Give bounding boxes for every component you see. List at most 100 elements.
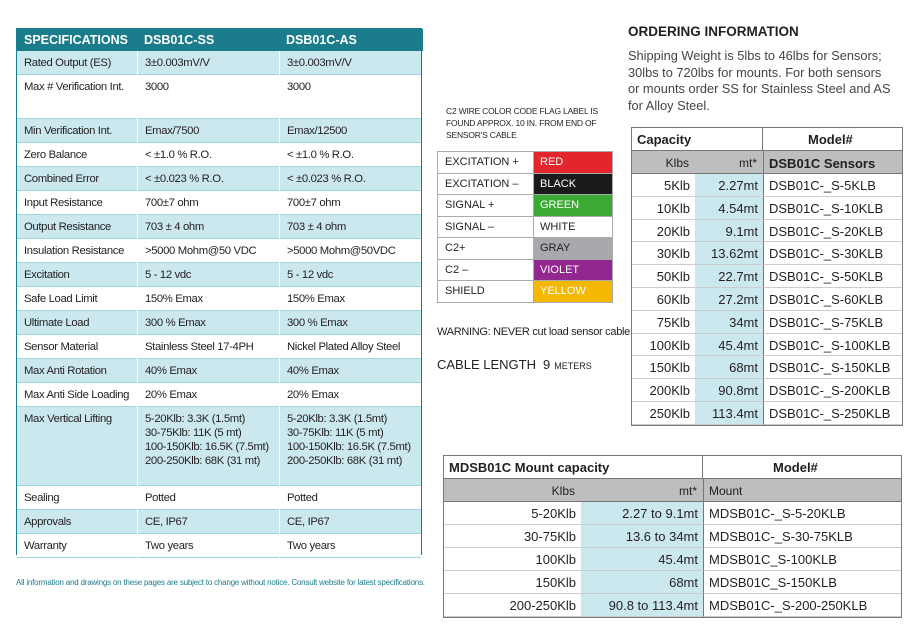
capacity-value: 13.62mt	[695, 242, 763, 266]
spec-value: < ±0.023 % R.O.	[279, 167, 423, 191]
table-subheader: Klbs	[632, 151, 695, 174]
footnote: All information and drawings on these pa…	[16, 578, 425, 587]
capacity-value: 30-75Klb	[444, 525, 581, 548]
order-table: MDSB01C Mount capacity Model# Klbs mt* Mount…	[443, 455, 902, 618]
spec-header: SPECIFICATIONS	[17, 29, 137, 51]
wire-signal: SIGNAL +	[438, 195, 534, 217]
capacity-value: 200-250Klb	[444, 594, 581, 617]
spec-row	[17, 51, 421, 75]
capacity-value: 27.2mt	[695, 288, 763, 311]
spec-value: < ±1.0 % R.O.	[279, 143, 423, 167]
table-subheader: mt*	[695, 151, 763, 174]
wire-color: GREEN	[534, 195, 612, 217]
spec-label: Input Resistance	[24, 197, 103, 209]
wire-table: EXCITATION + RED EXCITATION – BLACK SIGNAL +…	[437, 151, 613, 303]
spec-value: 703 ± 4 ohm	[137, 215, 279, 239]
model-number: MDSB01C-_S-30-75KLB	[703, 525, 901, 548]
cell-line: 200-250Klb: 68K (31 mt)	[145, 455, 261, 467]
spec-value: 20% Emax	[137, 383, 279, 407]
capacity-value: 2.27 to 9.1mt	[581, 502, 703, 525]
capacity-value: 4.54mt	[695, 196, 763, 220]
cable-length: CABLE LENGTH 9 METERS	[437, 356, 592, 374]
spec-label: Combined Error	[24, 173, 99, 185]
wire-color: GRAY	[534, 238, 612, 260]
model-number: MDSB01C-_S-5-20KLB	[703, 502, 901, 525]
capacity-value: 2.27mt	[695, 174, 763, 197]
spec-value: 703 ± 4 ohm	[279, 215, 423, 239]
capacity-value: 60Klb	[632, 288, 695, 311]
model-number: DSB01C-_S-75KLB	[763, 310, 902, 334]
capacity-value: 200Klb	[632, 379, 695, 402]
spec-label: Rated Output (ES)	[24, 57, 111, 69]
cell-line: 5-20Klb: 3.3K (1.5mt)	[287, 413, 388, 425]
spec-value: Two years	[279, 534, 423, 558]
capacity-value: 50Klb	[632, 265, 695, 288]
model-number: DSB01C-_S-5KLB	[763, 174, 902, 197]
spec-label: Max Anti Side Loading	[24, 389, 130, 401]
capacity-value: 5-20Klb	[444, 502, 581, 525]
capacity-value: 100Klb	[632, 333, 695, 357]
capacity-value: 68mt	[581, 571, 703, 594]
spec-value: 40% Emax	[279, 359, 423, 383]
wire-caption: C2 WIRE COLOR CODE FLAG LABEL IS FOUND A…	[446, 106, 598, 140]
spec-row	[17, 143, 421, 167]
spec-value: Emax/12500	[279, 119, 423, 143]
table-subheader: DSB01C Sensors	[763, 151, 902, 174]
spec-value: Nickel Plated Alloy Steel	[279, 335, 423, 359]
spec-label: Output Resistance	[24, 221, 111, 233]
spec-value: >5000 Mohm@50VDC	[279, 239, 423, 263]
spec-row	[17, 215, 421, 239]
spec-value: 5-20Klb: 3.3K (1.5mt) 30-75Klb: 11K (5 mt…	[137, 407, 279, 486]
spec-row	[17, 287, 421, 311]
capacity-value: 90.8mt	[695, 379, 763, 402]
spec-label: Warranty	[24, 540, 67, 552]
spec-row	[17, 383, 421, 407]
spec-value: 150% Emax	[279, 287, 423, 311]
cell-line: 30-75Klb: 11K (5 mt)	[145, 427, 242, 439]
model-number: MDSB01C_S-150KLB	[703, 571, 901, 594]
table-subheader: mt*	[581, 479, 703, 502]
spec-value: CE, IP67	[279, 510, 423, 534]
table-header: Capacity	[632, 128, 763, 151]
wire-color: BLACK	[534, 173, 612, 195]
cell-line: 100-150Klb: 16.5K (7.5mt)	[287, 441, 411, 453]
capacity-value: 22.7mt	[695, 265, 763, 288]
spec-label: Ultimate Load	[24, 317, 90, 329]
spec-value: 150% Emax	[137, 287, 279, 311]
capacity-value: 10Klb	[632, 196, 695, 220]
model-number: DSB01C-_S-250KLB	[763, 402, 902, 425]
capacity-value: 90.8 to 113.4mt	[581, 594, 703, 617]
spec-value: 5 - 12 vdc	[137, 263, 279, 287]
spec-row	[17, 335, 421, 359]
spec-label: Sensor Material	[24, 341, 98, 353]
spec-row	[17, 486, 421, 510]
wire-signal: EXCITATION +	[438, 152, 534, 174]
spec-value: 40% Emax	[137, 359, 279, 383]
cell-line: 30-75Klb: 11K (5 mt)	[287, 427, 384, 439]
model-number: DSB01C-_S-100KLB	[763, 333, 902, 357]
capacity-value: 75Klb	[632, 310, 695, 334]
spec-row	[17, 510, 421, 534]
spec-value: 300 % Emax	[137, 311, 279, 335]
spec-value: 3±0.003mV/V	[279, 51, 423, 75]
spec-value: 20% Emax	[279, 383, 423, 407]
spec-row	[17, 239, 421, 263]
spec-row	[17, 534, 421, 558]
model-number: DSB01C-_S-30KLB	[763, 242, 902, 266]
spec-value: 3000	[279, 75, 423, 119]
spec-header: DSB01C-SS	[137, 29, 279, 51]
model-number: DSB01C-_S-50KLB	[763, 265, 902, 288]
spec-label: Safe Load Limit	[24, 293, 98, 305]
capacity-value: 150Klb	[632, 356, 695, 380]
spec-label: Max # Verification Int.	[24, 81, 124, 93]
spec-value: Emax/7500	[137, 119, 279, 143]
spec-value: 700±7 ohm	[137, 191, 279, 215]
model-number: DSB01C-_S-200KLB	[763, 379, 902, 402]
spec-value: Potted	[137, 486, 279, 510]
wire-color: YELLOW	[534, 281, 612, 303]
cell-line: 100-150Klb: 16.5K (7.5mt)	[145, 441, 269, 453]
spec-value: 3000	[137, 75, 279, 119]
cell-line: 5-20Klb: 3.3K (1.5mt)	[145, 413, 246, 425]
spec-label: Max Vertical Lifting	[24, 413, 112, 425]
